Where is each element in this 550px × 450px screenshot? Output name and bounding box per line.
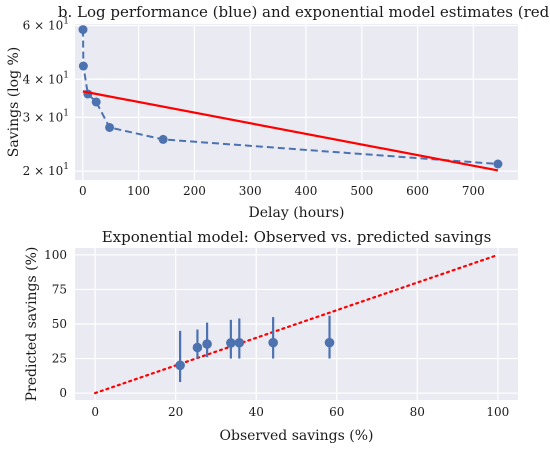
y-tick-exponent: 1 — [63, 70, 69, 80]
x-tick-label: 40 — [249, 405, 264, 419]
x-tick-label: 400 — [295, 184, 318, 198]
y-tick-exponent: 1 — [63, 17, 69, 27]
top-grid — [75, 24, 518, 180]
top-series — [78, 25, 503, 172]
bottom-x-ticks: 0 20 40 60 80 100 — [91, 405, 509, 419]
y-tick-label: 75 — [52, 282, 67, 296]
y-tick-label: 0 — [59, 386, 67, 400]
top-y-axis-label: Savings (log %) — [6, 47, 22, 157]
y-tick-label: 50 — [52, 317, 67, 331]
x-tick-label: 300 — [239, 184, 262, 198]
y-tick-label: 3 × 101 — [23, 108, 69, 124]
bottom-y-axis-label: Predicted savings (%) — [24, 247, 40, 402]
prediction-point — [192, 342, 203, 353]
prediction-point — [202, 339, 212, 349]
x-tick-label: 600 — [406, 184, 429, 198]
bottom-grid — [75, 248, 518, 400]
x-tick-label: 700 — [462, 184, 485, 198]
x-tick-label: 60 — [329, 405, 344, 419]
y-tick-base: 3 × 10 — [23, 110, 64, 124]
bottom-x-axis-label: Observed savings (%) — [220, 428, 374, 444]
x-tick-label: 100 — [486, 405, 509, 419]
y-tick-base: 4 × 10 — [23, 72, 64, 86]
top-x-ticks: 0 100 200 300 400 500 600 700 — [79, 184, 485, 198]
bottom-y-ticks: 0 25 50 75 100 — [44, 248, 67, 400]
x-tick-label: 0 — [79, 184, 87, 198]
y-tick-label: 6 × 101 — [23, 17, 69, 33]
bottom-series — [94, 253, 499, 395]
prediction-point — [268, 337, 278, 348]
x-tick-label: 80 — [410, 405, 425, 419]
model-estimate-line — [82, 90, 499, 172]
identity-reference-line — [94, 253, 499, 395]
bottom-chart-title: Exponential model: Observed vs. predicte… — [102, 228, 492, 246]
y-tick-base: 6 × 10 — [23, 19, 64, 33]
top-chart-title: b. Log performance (blue) and exponentia… — [58, 3, 550, 21]
x-tick-label: 100 — [127, 184, 150, 198]
x-tick-label: 0 — [91, 405, 99, 419]
observed-point — [78, 25, 88, 35]
x-tick-label: 500 — [350, 184, 373, 198]
y-tick-base: 2 × 10 — [23, 164, 64, 178]
y-tick-label: 4 × 101 — [23, 70, 69, 86]
bottom-panel: 0 20 40 60 80 100 0 25 50 75 100 Exponential mode… — [24, 228, 518, 444]
prediction-point — [324, 337, 335, 348]
top-x-axis-label: Delay (hours) — [249, 205, 345, 221]
prediction-point — [226, 338, 236, 348]
x-tick-label: 200 — [183, 184, 206, 198]
y-tick-label: 2 × 101 — [23, 162, 69, 178]
top-plot-area — [75, 24, 518, 180]
observed-point — [91, 97, 101, 107]
observed-point — [105, 122, 115, 132]
observed-point — [78, 61, 88, 71]
prediction-point — [234, 337, 245, 348]
y-tick-exponent: 1 — [63, 108, 69, 118]
prediction-point — [175, 360, 185, 371]
y-tick-exponent: 1 — [63, 162, 69, 172]
x-tick-label: 20 — [168, 405, 183, 419]
observed-point — [493, 159, 503, 169]
y-tick-label: 100 — [44, 248, 67, 262]
observed-point — [158, 134, 168, 144]
y-tick-label: 25 — [52, 352, 67, 366]
